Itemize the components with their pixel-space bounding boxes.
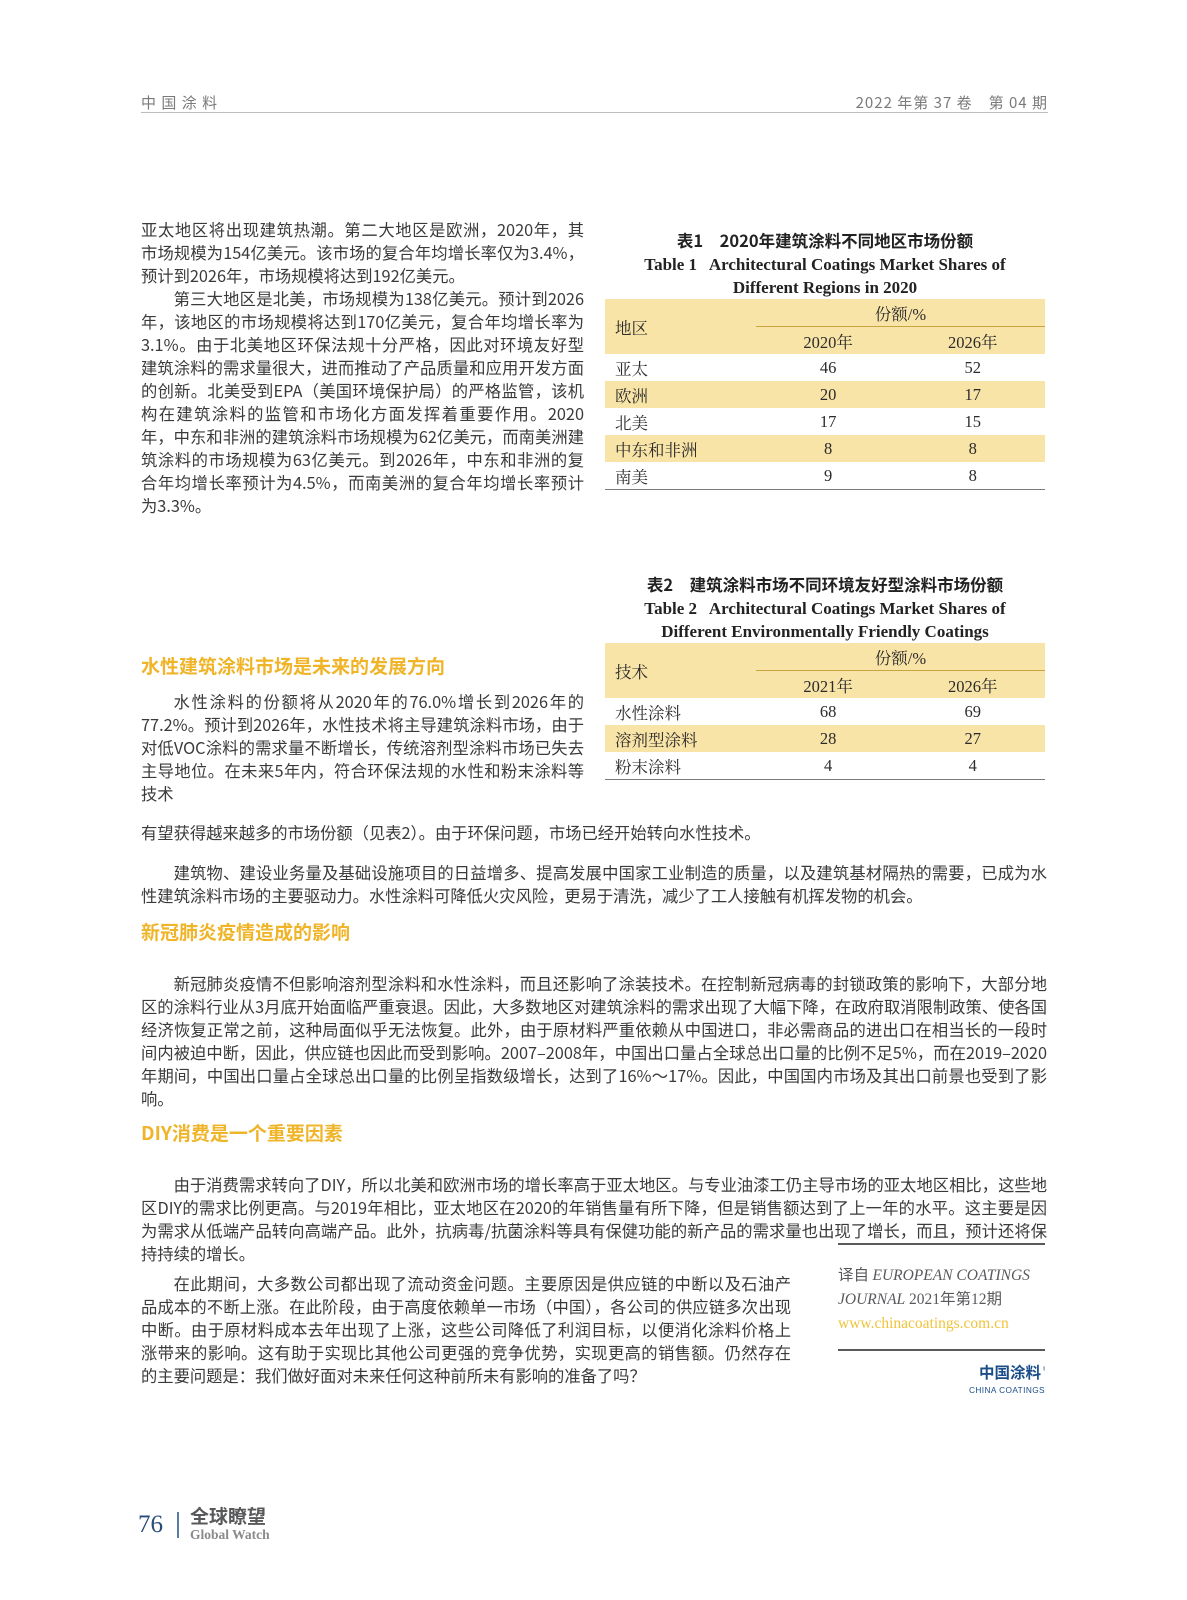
- svg-text:®: ®: [1043, 1366, 1045, 1373]
- svg-text:CHINA COATINGS: CHINA COATINGS: [969, 1385, 1045, 1395]
- svg-text:中国涂料: 中国涂料: [979, 1361, 1042, 1383]
